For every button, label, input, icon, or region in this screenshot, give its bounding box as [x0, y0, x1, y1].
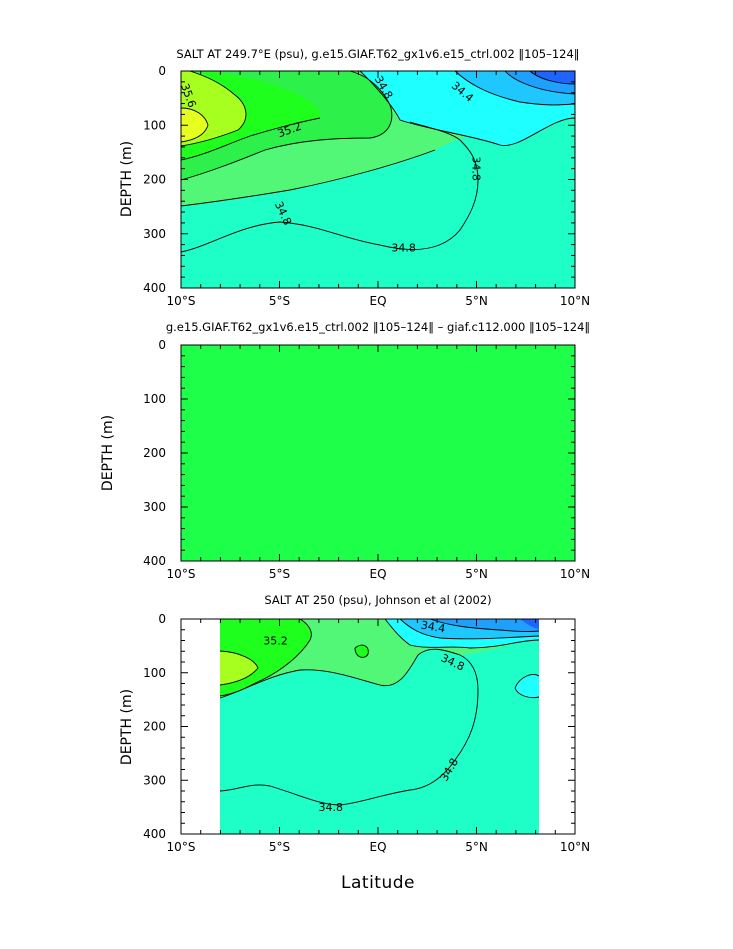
- x-tick-label: EQ: [369, 840, 386, 854]
- panel-2-axes: 10°S 5°S EQ 5°N 10°N 0 100 200 300 400: [143, 338, 590, 581]
- contour-line: [180, 70, 393, 181]
- y-tick-label: 400: [143, 281, 166, 295]
- contour-line: [180, 149, 436, 207]
- x-tick-label: 5°S: [269, 840, 290, 854]
- contour-line: [429, 618, 540, 633]
- x-tick-label: 10°S: [167, 567, 196, 581]
- contour-label: 35.2: [263, 635, 288, 648]
- region-deep-blue: [530, 71, 575, 84]
- y-tick-label: 100: [143, 118, 166, 132]
- region-deep-blue: [520, 619, 539, 629]
- y-tick-label: 100: [143, 666, 166, 680]
- panel-3-ylabel: DEPTH (m): [119, 689, 135, 765]
- y-tick-label: 200: [143, 446, 166, 460]
- contour-line: [514, 687, 540, 699]
- contour-line: [180, 70, 247, 147]
- x-tick-label: 5°N: [465, 294, 488, 308]
- contour-line: [384, 618, 540, 649]
- x-tick-label: 5°S: [269, 567, 290, 581]
- contour-label: 34.8: [318, 801, 343, 814]
- x-tick-label: 10°N: [560, 294, 590, 308]
- x-tick-label: EQ: [369, 567, 386, 581]
- x-tick-label: 10°S: [167, 840, 196, 854]
- contour-label: 34.4: [420, 618, 446, 635]
- contour-line: [219, 618, 312, 697]
- panel-3-axes: 10°S 5°S EQ 5°N 10°N 0 100 200 300 400: [143, 612, 590, 854]
- y-tick-label: 0: [158, 338, 166, 352]
- panel-difference: g.e15.GIAF.T62_gx1v6.e15_ctrl.002 ‖105–1…: [100, 320, 590, 581]
- contour-label: 34.8: [391, 241, 416, 254]
- panel-1-ylabel: DEPTH (m): [119, 141, 135, 217]
- x-tick-label: 10°N: [560, 840, 590, 854]
- y-tick-label: 400: [143, 554, 166, 568]
- panel-2-title: g.e15.GIAF.T62_gx1v6.e15_ctrl.002 ‖105–1…: [166, 320, 590, 334]
- contour-label: 34.8: [470, 156, 483, 181]
- contour-line: [180, 107, 209, 143]
- y-tick-label: 300: [143, 227, 166, 241]
- contour-line: [514, 674, 540, 689]
- x-tick-label: 5°S: [269, 294, 290, 308]
- contour-line: [180, 121, 479, 253]
- region-yellow-green: [220, 651, 258, 685]
- contour-line: [180, 117, 321, 161]
- panel-model-salinity: SALT AT 249.7°E (psu), g.e15.GIAF.T62_gx…: [119, 47, 590, 308]
- contour-line: [529, 70, 576, 85]
- y-tick-label: 300: [143, 500, 166, 514]
- y-tick-label: 100: [143, 392, 166, 406]
- panel-2-ylabel: DEPTH (m): [100, 415, 116, 491]
- y-tick-label: 200: [143, 173, 166, 187]
- contour-line: [354, 644, 369, 658]
- contour-line: [504, 70, 576, 95]
- y-tick-label: 0: [158, 64, 166, 78]
- contour-line: [219, 654, 479, 806]
- panel-1-axes: 10°S 5°S EQ 5°N 10°N 0 100 200 300 400: [143, 64, 590, 308]
- x-tick-label: 5°N: [465, 840, 488, 854]
- panel-observed-salinity: SALT AT 250 (psu), Johnson et al (2002) …: [119, 593, 590, 893]
- contour-line: [454, 70, 576, 106]
- difference-field: [181, 345, 575, 561]
- x-tick-label: 5°N: [465, 567, 488, 581]
- x-tick-label: 10°N: [560, 567, 590, 581]
- contour-line: [219, 650, 259, 686]
- x-tick-label: EQ: [369, 294, 386, 308]
- panel-1-title: SALT AT 249.7°E (psu), g.e15.GIAF.T62_gx…: [176, 47, 579, 61]
- region-patch-east: [515, 674, 539, 698]
- region-patch: [355, 645, 369, 658]
- y-tick-label: 200: [143, 720, 166, 734]
- panel-3-title: SALT AT 250 (psu), Johnson et al (2002): [264, 593, 491, 607]
- contour-line: [399, 618, 540, 640]
- x-axis-label: Latitude: [341, 873, 415, 893]
- y-tick-label: 0: [158, 612, 166, 626]
- panel-1-field: [180, 70, 576, 288]
- contour-line: [219, 648, 461, 699]
- y-tick-label: 400: [143, 827, 166, 841]
- x-tick-label: 10°S: [167, 294, 196, 308]
- region-yellow: [181, 108, 208, 142]
- contour-line: [359, 70, 576, 146]
- panel-3-field: [219, 618, 540, 834]
- y-tick-label: 300: [143, 773, 166, 787]
